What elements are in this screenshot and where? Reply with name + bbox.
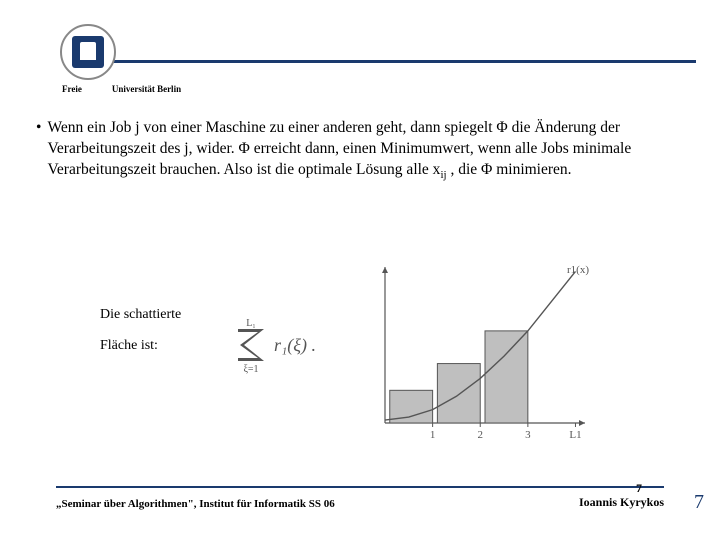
chart: 1 2 3 L1 r1(x) [365,255,595,445]
header-rule [110,60,696,63]
footer-rule [56,486,664,488]
logo-shield-icon [72,36,104,68]
curve-label: r1(x) [567,264,589,276]
chart-svg: 1 2 3 L1 r1(x) [365,255,595,445]
footer-left: „Seminar über Algorithmen", Institut für… [56,498,335,510]
x-tick-label: 3 [525,429,531,441]
bullet-icon: • [36,118,41,183]
bullet-paragraph: Wenn ein Job j von einer Maschine zu ein… [47,118,680,183]
bar [485,331,528,423]
sigma-icon [238,329,264,361]
formula-svg: L₁ ξ=1 r₁(ξ) . [230,315,360,375]
page-number: 7 [694,491,704,514]
figure-caption: Die schattierte Fläche ist: [100,300,181,362]
caption-line1: Die schattierte [100,300,181,331]
sigma-lower: ξ=1 [243,364,258,375]
caption-line2: Fläche ist: [100,331,181,362]
bar [437,364,480,423]
x-tick-label: 2 [477,429,483,441]
formula-body: r₁(ξ) . [274,335,316,356]
x-arrow-icon [579,420,585,426]
university-name: Freie Universität Berlin [62,84,181,94]
x-tick-label: L1 [569,429,581,441]
x-tick-label: 1 [430,429,436,441]
uni-name-right: Universität Berlin [112,84,181,94]
uni-name-left: Freie [62,84,82,94]
formula: L₁ ξ=1 r₁(ξ) . [230,315,360,375]
y-arrow-icon [382,267,388,273]
body-text: • Wenn ein Job j von einer Maschine zu e… [36,118,680,183]
paragraph-part2: , die Φ minimieren. [447,161,572,178]
footer-page-small: 7 [636,481,642,496]
university-logo [60,24,116,80]
sigma-upper: L₁ [246,318,256,329]
footer-author: Ioannis Kyrykos [579,495,664,510]
